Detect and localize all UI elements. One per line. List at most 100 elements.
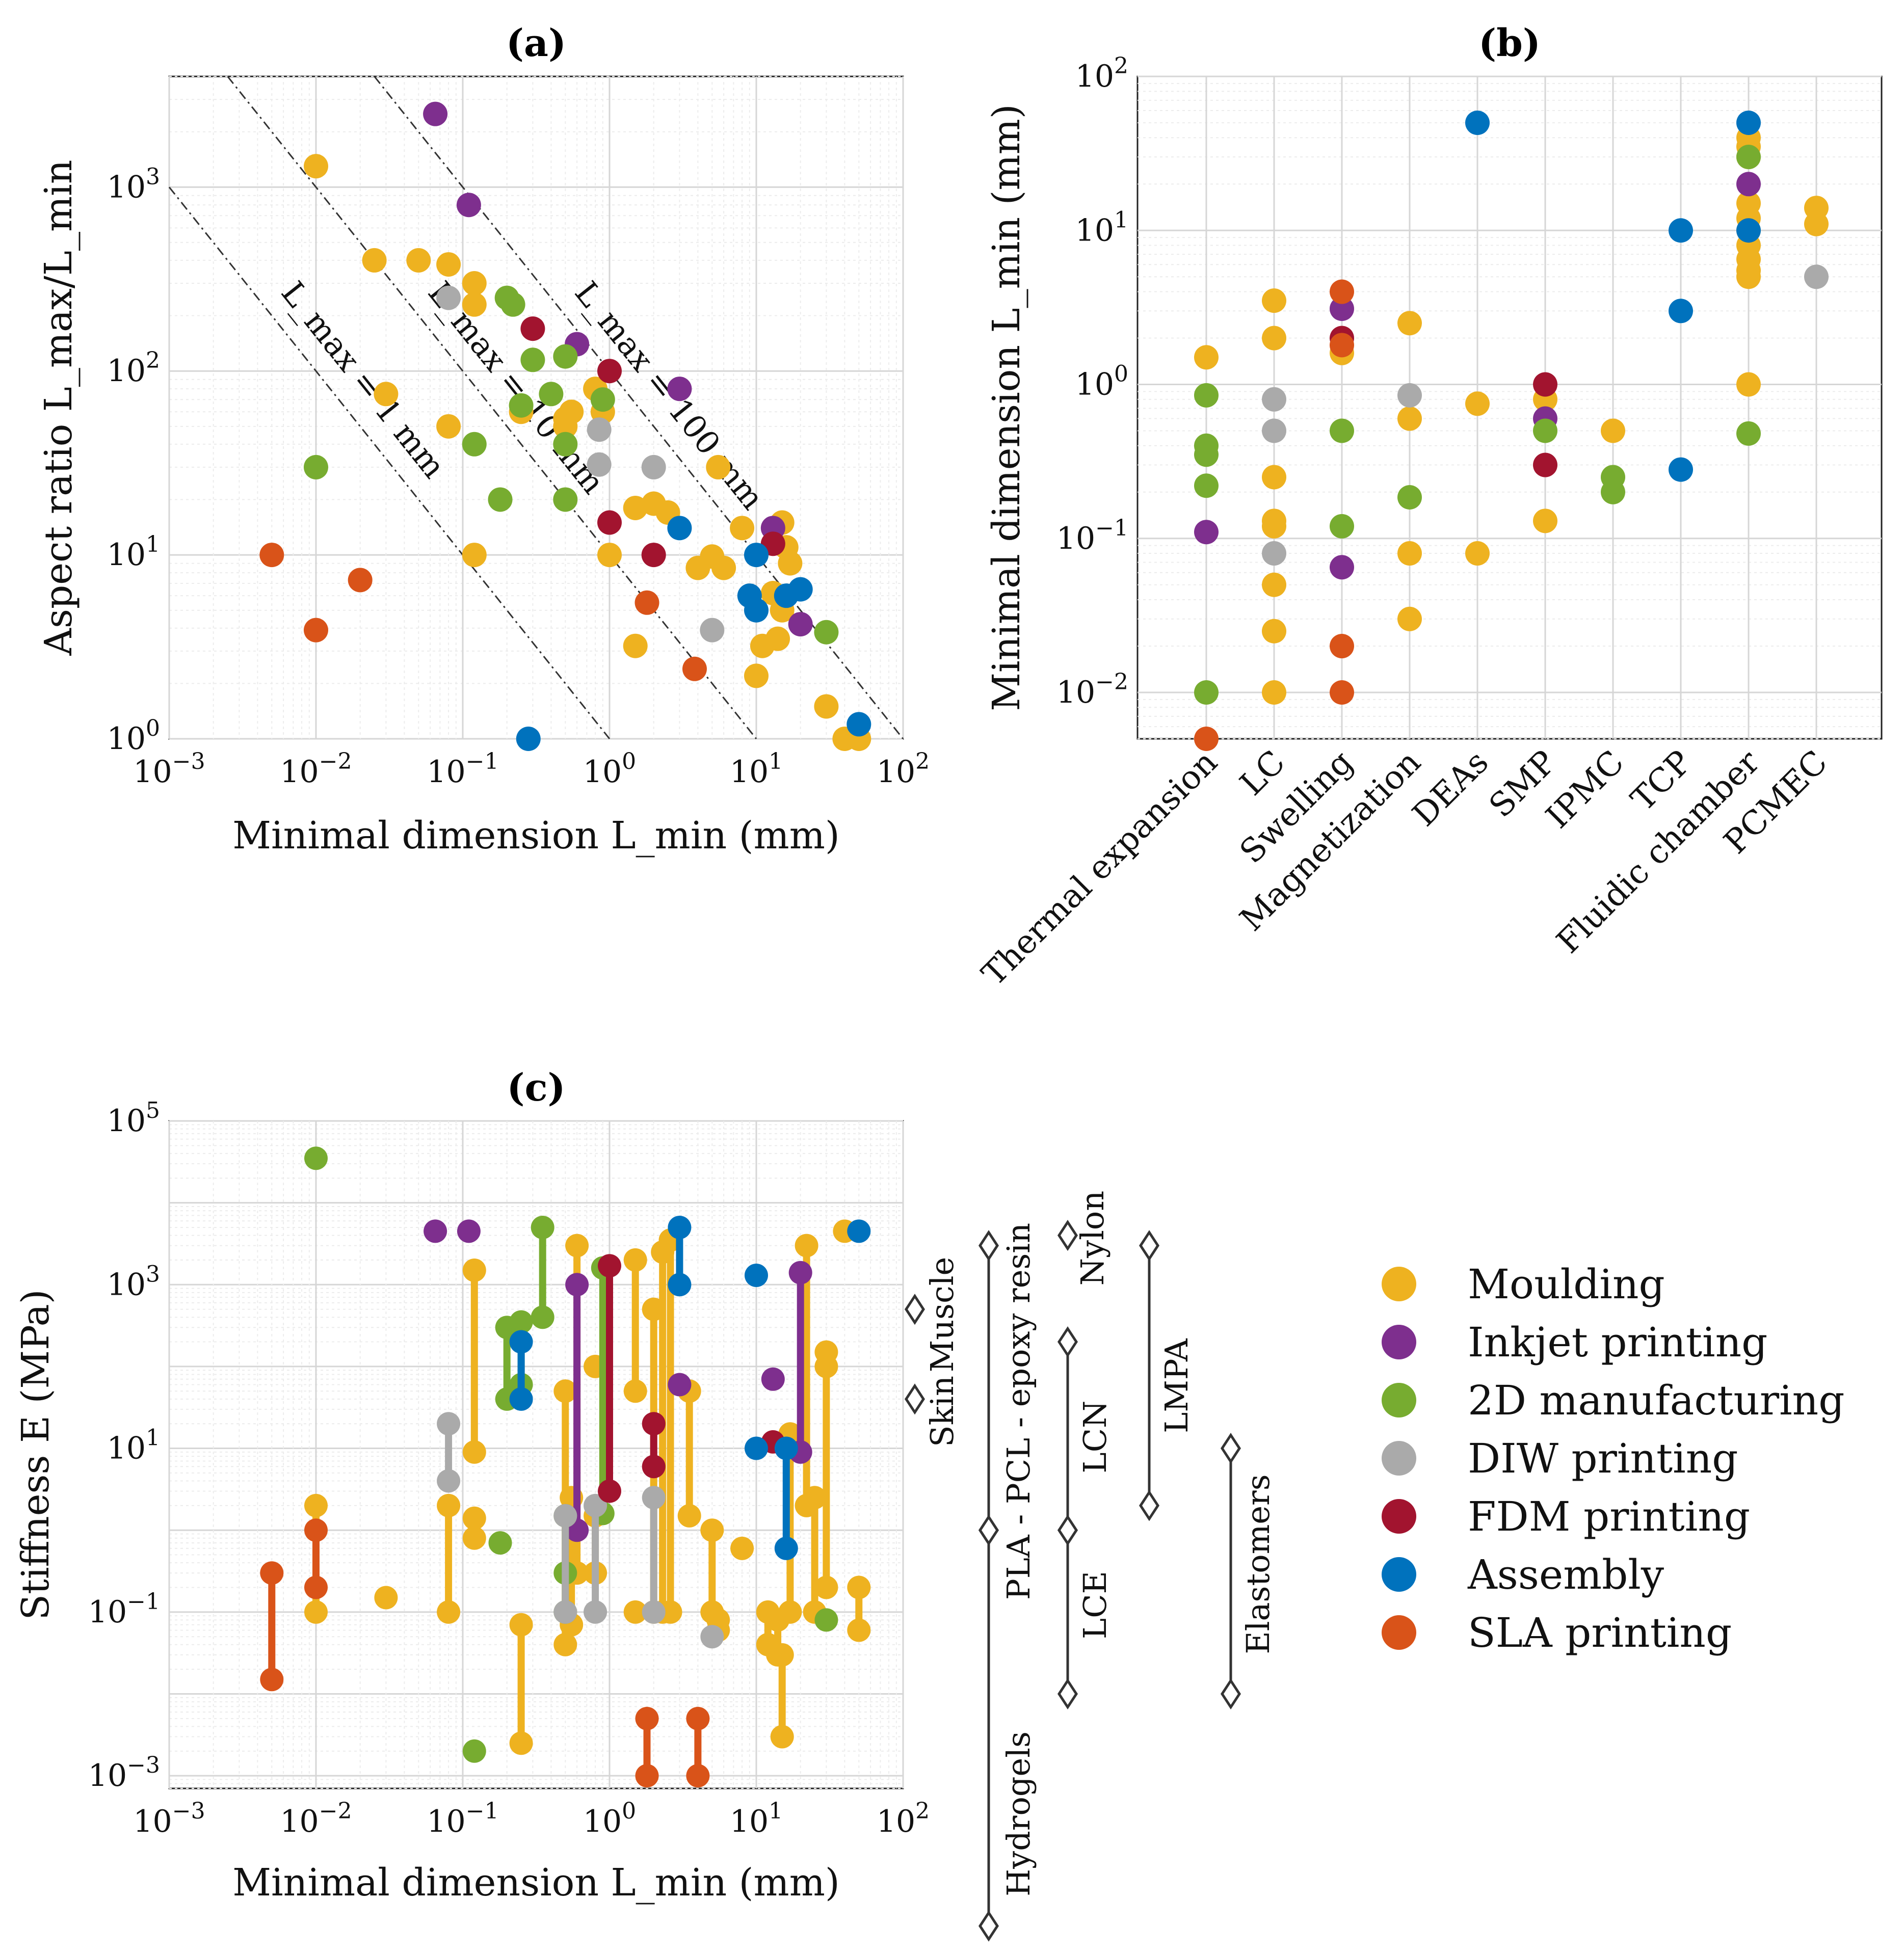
- y-tick-label: 102: [107, 347, 160, 389]
- y-tick-label: 105: [107, 1098, 160, 1139]
- category-label: DEAs: [1406, 743, 1496, 834]
- point-2d-manufacturing: [1330, 514, 1354, 539]
- point-2d-manufacturing: [553, 487, 578, 512]
- legend: Moulding Inkjet printing 2D manufacturing D…: [1382, 1261, 1844, 1656]
- range-max-moulding: [462, 1506, 486, 1530]
- y-tick-label: 102: [1075, 53, 1128, 94]
- point-assembly: [667, 516, 692, 541]
- range-max-moulding: [565, 1234, 589, 1258]
- range-min-fdm-printing: [598, 1479, 621, 1503]
- range-min-sla-printing: [304, 1575, 328, 1599]
- point-inkjet-printing: [1736, 172, 1761, 197]
- x-tick-label: 10−1: [427, 748, 498, 790]
- point-moulding: [1262, 572, 1286, 597]
- point-2d-manufacturing: [1736, 145, 1761, 170]
- point-2d-manufacturing: [553, 432, 578, 457]
- x-tick-label: 100: [583, 748, 636, 790]
- point-moulding: [1194, 345, 1219, 370]
- point-assembly: [788, 577, 813, 602]
- range-max-diw-printing: [437, 1412, 461, 1436]
- range-max-moulding: [700, 1518, 724, 1542]
- range-max-2d-manufacturing: [509, 1310, 533, 1334]
- point-moulding: [706, 454, 731, 479]
- material-range-min-hydrogels: [979, 1910, 999, 1942]
- point-2d-manufacturing: [1330, 418, 1354, 443]
- point-fdm-printing: [597, 359, 622, 384]
- legend-label: DIW printing: [1468, 1435, 1738, 1482]
- legend-label: SLA printing: [1468, 1609, 1732, 1656]
- point-diw-printing: [436, 285, 461, 310]
- point-2d-manufacturing: [1194, 473, 1219, 498]
- material-label-nylon: Nylon: [1074, 1191, 1111, 1286]
- y-tick-label: 100: [107, 715, 160, 757]
- legend-label: 2D manufacturing: [1468, 1377, 1844, 1424]
- point-moulding: [304, 154, 328, 179]
- point-sla-printing: [1330, 680, 1354, 705]
- point-diw-printing: [1397, 383, 1422, 408]
- x-tick-label: 102: [877, 748, 930, 790]
- point-fdm-printing: [641, 543, 666, 568]
- point-moulding: [814, 1340, 838, 1364]
- point-moulding: [462, 543, 487, 568]
- x-tick-label: 10−3: [133, 748, 205, 790]
- point-sla-printing: [634, 590, 659, 615]
- point-moulding: [1397, 541, 1422, 566]
- material-range-max-lcn: [1057, 1326, 1078, 1358]
- panel-a-x-axis-label: Minimal dimension L_min (mm): [232, 814, 840, 858]
- range-max-sla-printing: [686, 1706, 710, 1730]
- point-moulding: [436, 414, 461, 439]
- point-sla-printing: [304, 618, 328, 643]
- material-range-max-elastomers: [1221, 1432, 1241, 1464]
- point-2d-manufacturing: [814, 620, 839, 645]
- point-diw-printing: [700, 618, 725, 643]
- point-inkjet-printing: [1330, 296, 1354, 321]
- legend-marker-2d-manufacturing: [1382, 1383, 1416, 1417]
- point-moulding: [1262, 514, 1286, 539]
- point-moulding: [1736, 264, 1761, 289]
- x-tick-label: 101: [730, 1798, 783, 1839]
- point-inkjet-printing: [761, 1367, 785, 1391]
- range-max-assembly: [774, 1436, 798, 1460]
- point-sla-printing: [1330, 634, 1354, 659]
- point-assembly: [745, 1436, 768, 1460]
- point-moulding: [462, 271, 487, 296]
- material-label-pla-pcl-epoxy-resin: PLA - PCL - epoxy resin: [1000, 1223, 1037, 1600]
- point-sla-printing: [348, 568, 373, 593]
- material-range-max-pla-pcl-epoxy-resin: [979, 1230, 999, 1262]
- point-2d-manufacturing: [1736, 421, 1761, 446]
- point-moulding: [1262, 680, 1286, 705]
- x-tick-label: 10−3: [133, 1798, 205, 1839]
- range-max-moulding: [770, 1643, 794, 1667]
- point-moulding: [1465, 541, 1490, 566]
- y-tick-label: 101: [1075, 207, 1128, 248]
- point-moulding: [1262, 465, 1286, 490]
- material-range-max-hydrogels: [979, 1514, 999, 1546]
- x-tick-label: 10−1: [427, 1798, 498, 1839]
- point-2d-manufacturing: [1397, 485, 1422, 510]
- range-min-moulding: [778, 1600, 802, 1624]
- panel-b-plot-area: [1136, 75, 1883, 740]
- point-assembly: [1465, 110, 1490, 135]
- legend-marker-moulding: [1382, 1267, 1416, 1301]
- point-assembly: [744, 543, 769, 568]
- panel-b-data-points: [1194, 110, 1829, 751]
- range-min-diw-printing: [642, 1600, 666, 1624]
- range-min-assembly: [774, 1536, 798, 1560]
- material-range-min-lmpa: [1139, 1490, 1159, 1521]
- range-max-diw-printing: [584, 1493, 607, 1517]
- point-moulding: [1736, 372, 1761, 397]
- range-max-moulding: [462, 1258, 486, 1282]
- point-moulding: [730, 1536, 754, 1560]
- material-range-min-elastomers: [1221, 1678, 1241, 1710]
- point-2d-manufacturing: [304, 454, 328, 479]
- point-diw-printing: [641, 454, 666, 479]
- material-label-hydrogels: Hydrogels: [1000, 1731, 1037, 1896]
- panel-a-tick-labels: 10−3 10−2 10−1 100 101 102 100 101 102 103: [107, 164, 930, 790]
- point-inkjet-printing: [788, 612, 813, 637]
- y-tick-label: 101: [107, 531, 160, 573]
- panel-c-data-ranges: [260, 1146, 871, 1788]
- legend-label: FDM printing: [1468, 1493, 1750, 1540]
- point-2d-manufacturing: [488, 1531, 512, 1555]
- point-moulding: [1262, 288, 1286, 313]
